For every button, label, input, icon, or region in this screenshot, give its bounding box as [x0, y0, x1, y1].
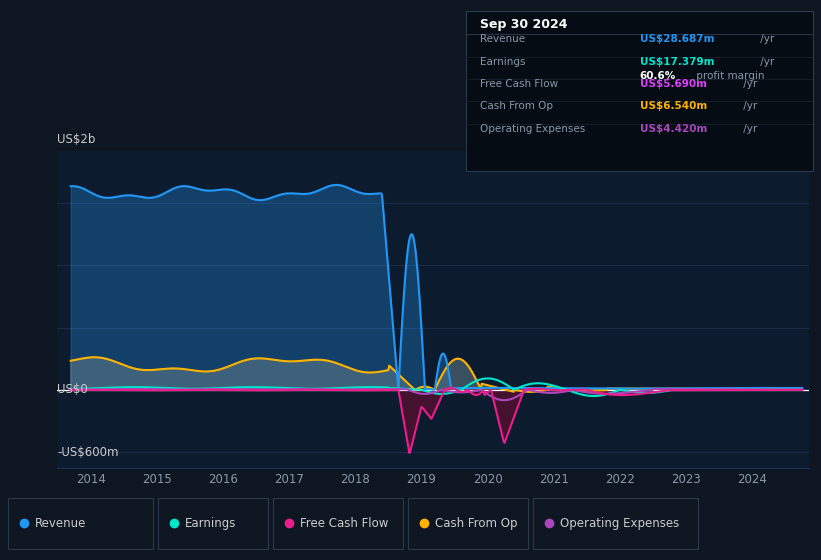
Text: profit margin: profit margin [693, 71, 764, 81]
Text: 60.6%: 60.6% [640, 71, 676, 81]
Bar [8, 498, 153, 549]
Text: /yr: /yr [740, 79, 757, 89]
Text: /yr: /yr [757, 57, 774, 67]
Text: US$5.690m: US$5.690m [640, 79, 707, 89]
Text: Sep 30 2024: Sep 30 2024 [480, 18, 567, 31]
Text: /yr: /yr [757, 34, 774, 44]
FancyBboxPatch shape [466, 11, 813, 171]
Text: US$17.379m: US$17.379m [640, 57, 714, 67]
Text: US$28.687m: US$28.687m [640, 34, 714, 44]
Text: -US$600m: -US$600m [57, 446, 119, 459]
Text: US$2b: US$2b [57, 133, 96, 146]
Text: US$0: US$0 [57, 383, 88, 396]
Text: Revenue: Revenue [480, 34, 525, 44]
Text: Operating Expenses: Operating Expenses [480, 124, 585, 134]
Bar [408, 498, 528, 549]
Text: Cash From Op: Cash From Op [435, 517, 517, 530]
Text: Earnings: Earnings [185, 517, 236, 530]
Text: Free Cash Flow: Free Cash Flow [480, 79, 558, 89]
Text: US$4.420m: US$4.420m [640, 124, 707, 134]
Bar [158, 498, 268, 549]
Text: Free Cash Flow: Free Cash Flow [300, 517, 388, 530]
Text: US$6.540m: US$6.540m [640, 101, 707, 111]
Text: Operating Expenses: Operating Expenses [560, 517, 679, 530]
Bar [273, 498, 403, 549]
Text: Earnings: Earnings [480, 57, 525, 67]
Text: /yr: /yr [740, 101, 757, 111]
Text: Revenue: Revenue [35, 517, 86, 530]
Bar [533, 498, 698, 549]
Text: /yr: /yr [740, 124, 757, 134]
Text: Cash From Op: Cash From Op [480, 101, 553, 111]
